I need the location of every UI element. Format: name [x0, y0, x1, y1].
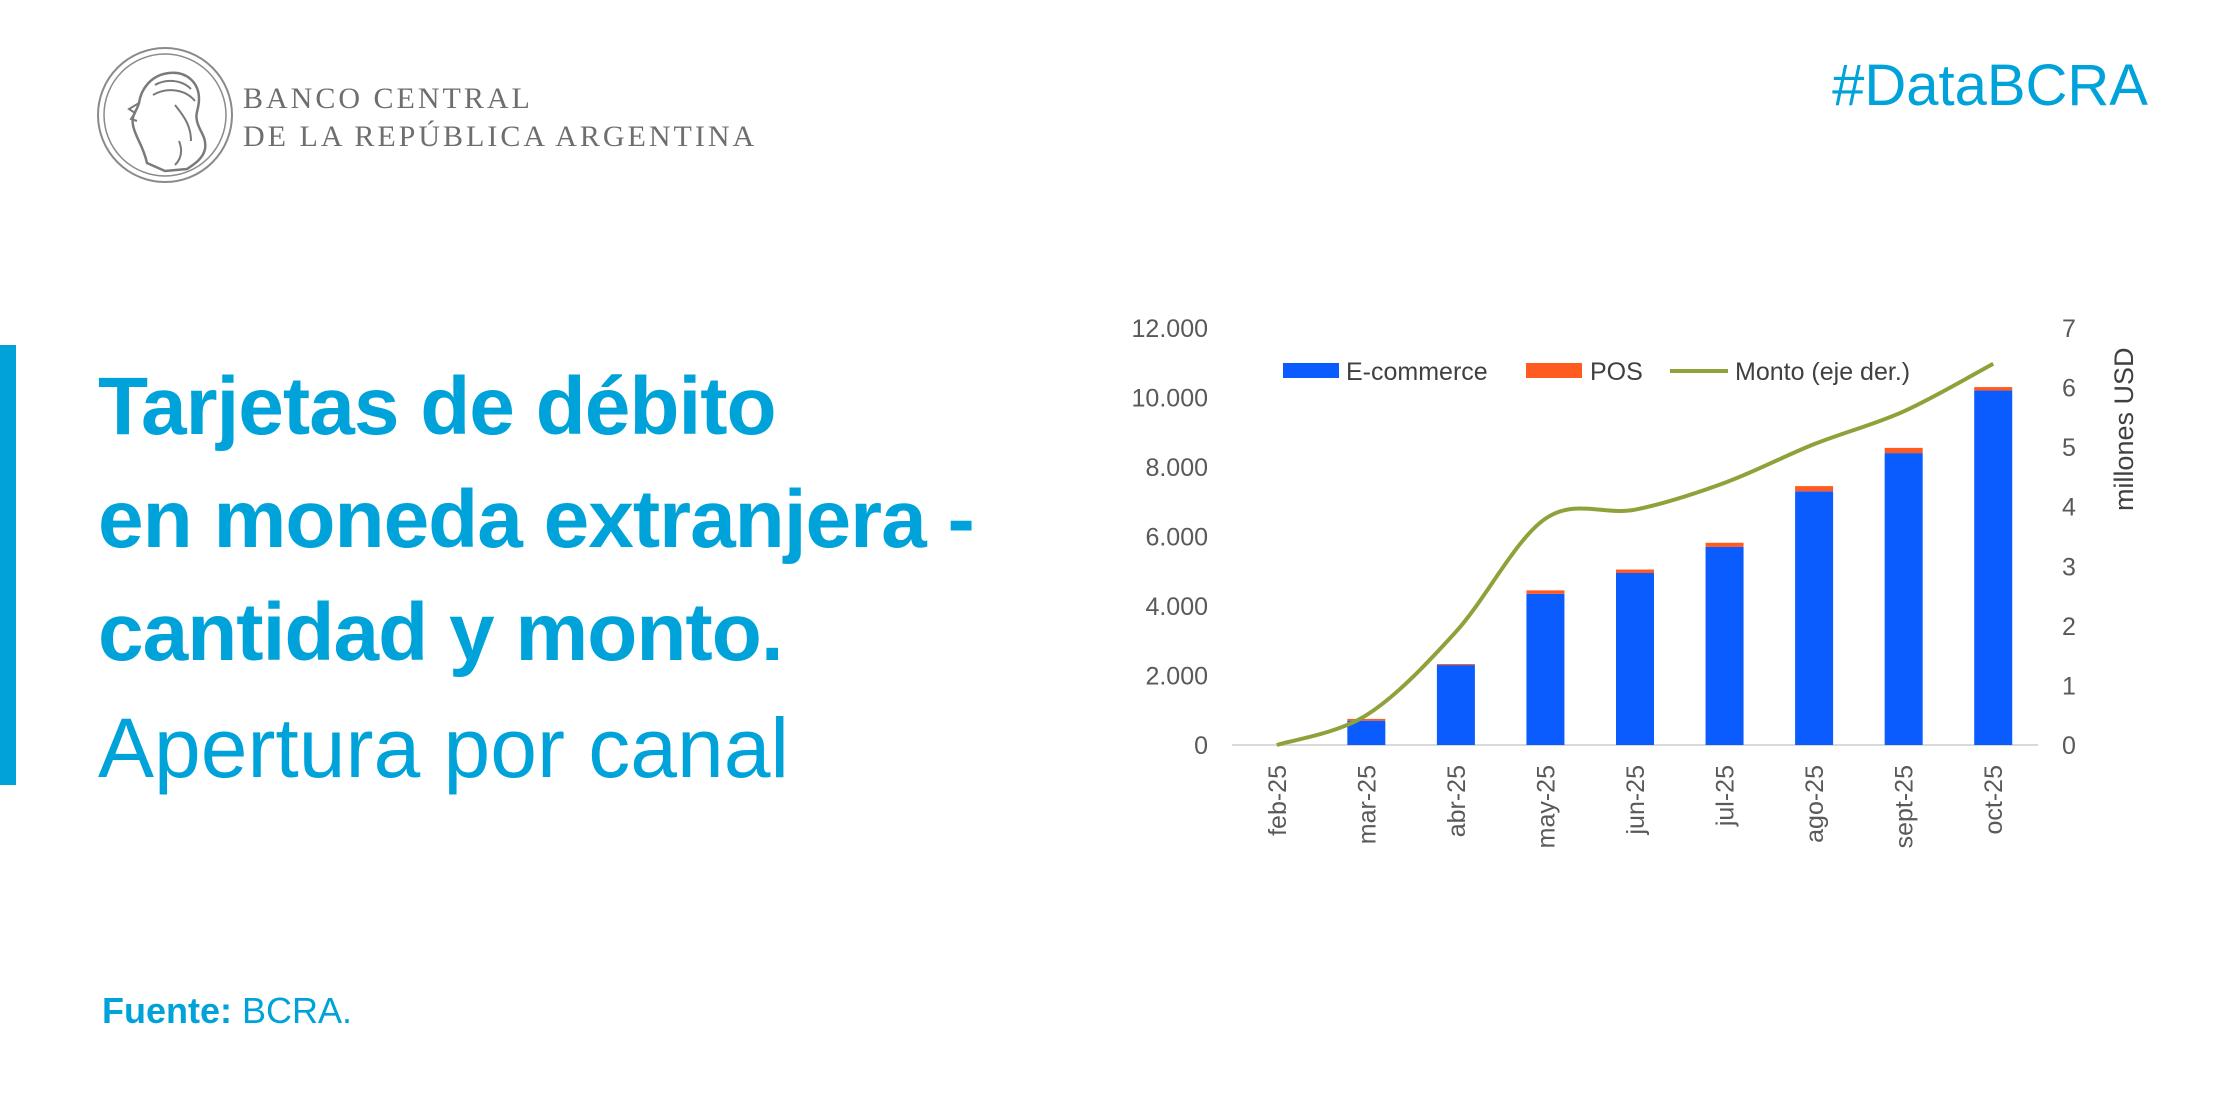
- title-line-3: cantidad y monto.: [98, 587, 784, 678]
- y-right-tick-label: 0: [2062, 732, 2076, 760]
- y-right-axis-title: millones USD: [2109, 347, 2139, 511]
- title-block: Tarjetas de débito en moneda extranjera …: [98, 350, 975, 807]
- bar-pos: [1884, 447, 1923, 454]
- title-line-1: Tarjetas de débito: [98, 361, 777, 452]
- x-tick-label: jun-25: [1622, 765, 1650, 836]
- y-left-tick-label: 0: [1194, 732, 1208, 760]
- y-left-tick-label: 4.000: [1145, 593, 1208, 621]
- bar-pos: [1526, 590, 1565, 594]
- bar-ecommerce: [1974, 390, 2013, 745]
- line-monto: [1276, 361, 1995, 747]
- bar-ecommerce: [1795, 491, 1834, 745]
- legend-label-pos: POS: [1590, 358, 1643, 386]
- y-left-tick-label: 10.000: [1132, 385, 1208, 413]
- logo-line-2: DE LA REPÚBLICA ARGENTINA: [243, 120, 758, 153]
- x-tick-label: abr-25: [1443, 765, 1471, 837]
- accent-bar: [0, 345, 16, 785]
- y-right-tick-label: 6: [2062, 375, 2076, 403]
- bcra-logo: BANCO CENTRAL DE LA REPÚBLICA ARGENTINA: [95, 45, 795, 190]
- bcra-seal-icon: [97, 47, 233, 183]
- x-tick-label: jul-25: [1712, 765, 1740, 827]
- source-label: Fuente:: [102, 990, 232, 1031]
- bar-pos: [1705, 542, 1744, 547]
- x-tick-label: oct-25: [1980, 765, 2008, 834]
- y-left-tick-label: 12.000: [1132, 315, 1208, 343]
- bar-ecommerce: [1436, 665, 1475, 745]
- y-left-tick-label: 2.000: [1145, 663, 1208, 691]
- y-right-tick-label: 5: [2062, 434, 2076, 462]
- y-left-tick-label: 6.000: [1145, 524, 1208, 552]
- x-tick-label: ago-25: [1801, 765, 1829, 843]
- bar-ecommerce: [1347, 720, 1386, 745]
- bar-ecommerce: [1616, 572, 1654, 745]
- x-tick-label: feb-25: [1264, 765, 1292, 836]
- bar-ecommerce: [1884, 453, 1923, 745]
- y-left-tick-label: 8.000: [1145, 454, 1208, 482]
- y-right-tick-label: 1: [2062, 672, 2076, 700]
- bar-pos: [1347, 718, 1386, 721]
- legend-label-ecommerce: E-commerce: [1346, 358, 1488, 386]
- source-text: BCRA.: [242, 990, 353, 1031]
- bar-pos: [1436, 664, 1475, 666]
- hashtag-databcra[interactable]: #DataBCRA: [1832, 53, 2148, 118]
- bar-ecommerce: [1526, 593, 1565, 745]
- legend-swatch-ecommerce: [1283, 363, 1339, 378]
- bar-pos: [1616, 569, 1654, 573]
- legend-label-monto: Monto (eje der.): [1735, 358, 1910, 386]
- y-right-tick-label: 3: [2062, 553, 2076, 581]
- y-right-tick-label: 7: [2062, 315, 2076, 343]
- subtitle: Apertura por canal: [98, 701, 790, 795]
- bar-ecommerce: [1705, 546, 1744, 745]
- x-tick-label: mar-25: [1353, 765, 1381, 844]
- y-right-tick-label: 2: [2062, 613, 2076, 641]
- bar-pos: [1974, 387, 2013, 391]
- x-tick-label: may-25: [1532, 765, 1560, 848]
- legend-swatch-pos: [1526, 363, 1582, 378]
- y-right-tick-label: 4: [2062, 494, 2076, 522]
- x-tick-label: sept-25: [1891, 765, 1919, 848]
- title-line-2: en moneda extranjera -: [98, 474, 975, 565]
- logo-line-1: BANCO CENTRAL: [243, 82, 533, 115]
- bar-pos: [1795, 486, 1834, 492]
- source-note: Fuente: BCRA.: [102, 990, 352, 1032]
